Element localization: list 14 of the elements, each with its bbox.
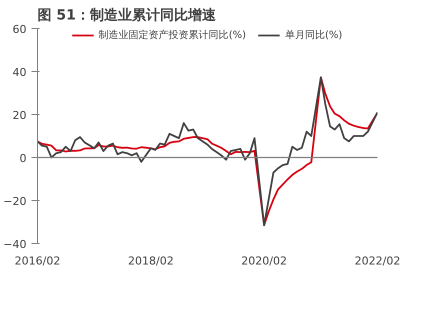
y-tick-label: −40 (3, 238, 27, 251)
legend-label: 单月同比(%) (285, 28, 342, 42)
legend-label: 制造业固定资产投资累计同比(%) (98, 28, 246, 42)
y-tick-label: 0 (20, 152, 26, 165)
y-tick-label: 40 (12, 66, 27, 79)
y-tick-label: −20 (3, 195, 27, 208)
line-series (38, 76, 378, 226)
x-tick-label: 2020/02 (241, 254, 287, 268)
y-tick-label: 20 (12, 109, 27, 122)
x-tick-label: 2018/02 (128, 254, 174, 268)
chart-title: 图 51：制造业累计同比增速 (38, 8, 217, 24)
x-tick-label: 2016/02 (14, 254, 60, 268)
x-tick-label: 2022/02 (354, 254, 400, 268)
y-tick-label: 60 (12, 23, 27, 36)
